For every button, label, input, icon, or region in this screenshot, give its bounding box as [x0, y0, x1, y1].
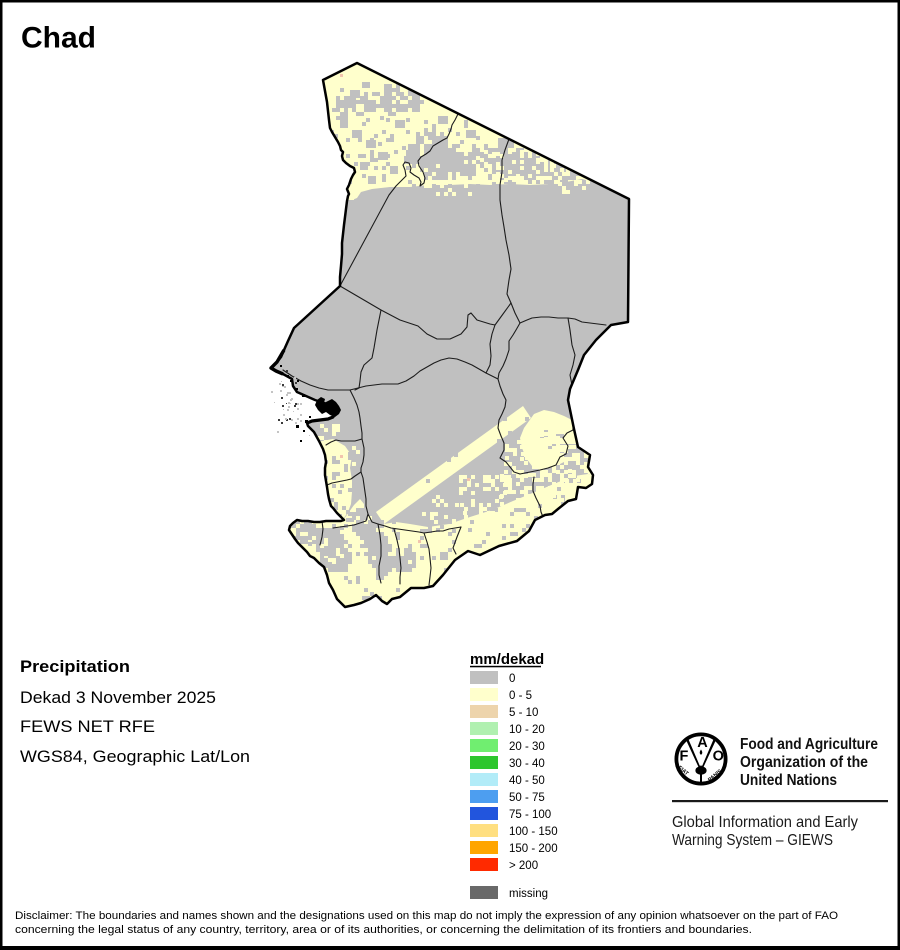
- svg-text:40 - 50: 40 - 50: [509, 775, 545, 787]
- svg-text:5 - 10: 5 - 10: [509, 707, 538, 719]
- svg-text:mm/dekad: mm/dekad: [470, 651, 544, 668]
- svg-text:Food and Agriculture: Food and Agriculture: [740, 736, 878, 753]
- svg-text:concerning the legal status of: concerning the legal status of any count…: [15, 924, 752, 936]
- svg-text:missing: missing: [509, 888, 548, 900]
- svg-text:75 - 100: 75 - 100: [509, 809, 551, 821]
- svg-text:F: F: [680, 749, 689, 765]
- svg-text:0 - 5: 0 - 5: [509, 690, 532, 702]
- svg-text:150 - 200: 150 - 200: [509, 843, 558, 855]
- svg-text:20 - 30: 20 - 30: [509, 741, 545, 753]
- svg-text:O: O: [713, 749, 724, 765]
- svg-text:100 - 150: 100 - 150: [509, 826, 558, 838]
- svg-text:United Nations: United Nations: [740, 772, 837, 789]
- svg-text:WGS84, Geographic Lat/Lon: WGS84, Geographic Lat/Lon: [20, 748, 250, 766]
- svg-text:Warning System – GIEWS: Warning System – GIEWS: [672, 832, 833, 849]
- svg-text:FEWS NET RFE: FEWS NET RFE: [20, 718, 155, 736]
- svg-text:Chad: Chad: [21, 22, 96, 55]
- svg-text:10 - 20: 10 - 20: [509, 724, 545, 736]
- svg-text:50 - 75: 50 - 75: [509, 792, 545, 804]
- svg-text:A: A: [697, 735, 708, 751]
- svg-text:> 200: > 200: [509, 860, 538, 872]
- svg-text:Precipitation: Precipitation: [20, 658, 130, 676]
- svg-text:Organization of the: Organization of the: [740, 754, 868, 771]
- svg-text:Global Information and Early: Global Information and Early: [672, 814, 858, 831]
- svg-text:0: 0: [509, 673, 515, 685]
- svg-text:30 - 40: 30 - 40: [509, 758, 545, 770]
- svg-text:Dekad 3 November 2025: Dekad 3 November 2025: [20, 689, 216, 707]
- svg-text:Disclaimer: The boundaries and: Disclaimer: The boundaries and names sho…: [15, 910, 838, 922]
